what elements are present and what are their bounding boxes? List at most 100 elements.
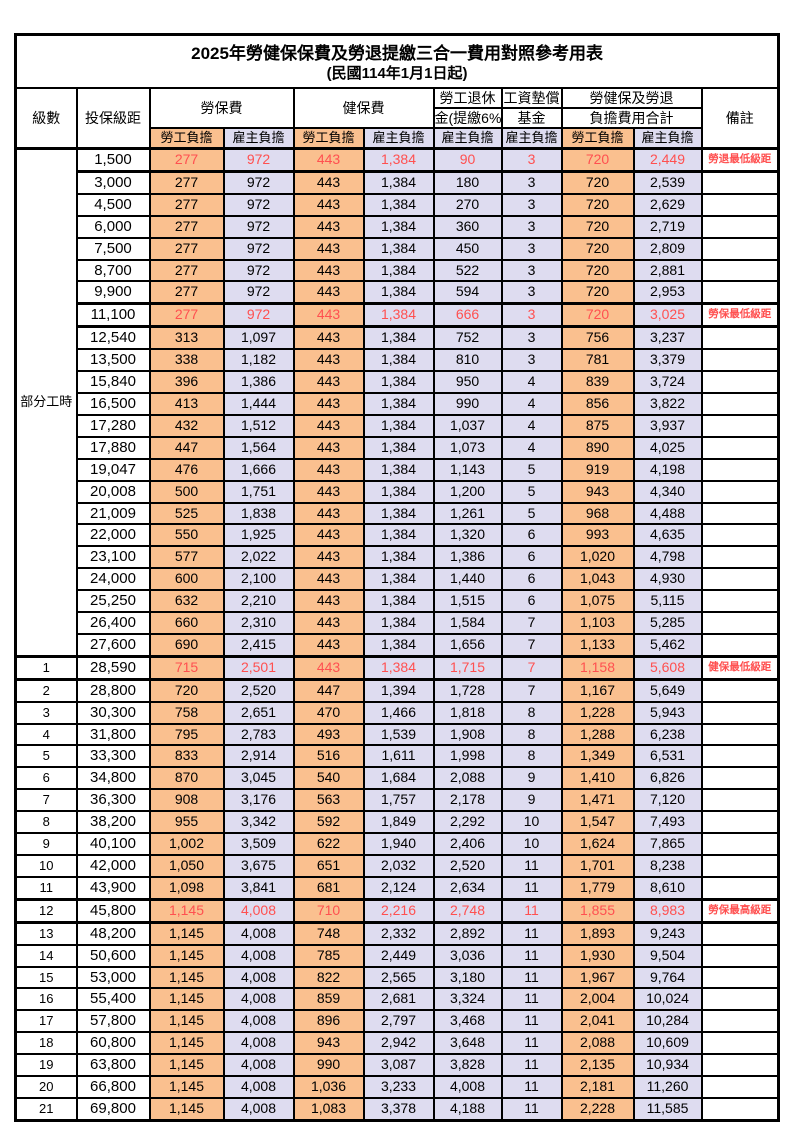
col-header-level: 級數 xyxy=(14,87,78,150)
table-row: 1 28,590 715 2,501 443 1,384 1,715 7 1,158 5,608 健… xyxy=(14,654,780,681)
bracket-cell: 26,400 xyxy=(75,611,151,635)
health-employer-cell: 1,384 xyxy=(362,325,435,351)
bracket-cell: 42,000 xyxy=(75,854,151,878)
level-cell: 1 xyxy=(14,654,78,681)
pension-employer-cell: 4,008 xyxy=(432,1075,503,1099)
health-employer-cell: 1,466 xyxy=(362,700,435,725)
wage-fund-cell: 11 xyxy=(500,1096,563,1122)
health-employer-cell: 1,611 xyxy=(362,744,435,769)
labor-employee-cell: 277 xyxy=(148,302,225,329)
labor-employee-cell: 277 xyxy=(148,214,225,239)
labor-employer-cell: 4,008 xyxy=(222,1096,295,1122)
total-employee-cell: 2,135 xyxy=(560,1053,635,1078)
labor-employer-cell: 4,008 xyxy=(222,1009,295,1034)
labor-employer-cell: 4,008 xyxy=(222,1053,295,1078)
table-row: 9,900 277 972 443 1,384 594 3 720 2,953 xyxy=(16,280,780,305)
health-employer-cell: 1,384 xyxy=(362,435,435,460)
pension-employer-cell: 1,998 xyxy=(432,744,503,769)
total-employee-cell: 993 xyxy=(560,523,635,548)
level-cell: 2 xyxy=(14,678,78,703)
pension-employer-cell: 2,088 xyxy=(432,766,503,791)
total-employee-cell: 720 xyxy=(560,192,635,217)
wage-fund-cell: 9 xyxy=(500,788,563,813)
labor-employee-cell: 577 xyxy=(148,545,225,570)
labor-employer-cell: 3,841 xyxy=(222,875,295,901)
pension-employer-cell: 2,292 xyxy=(432,810,503,835)
labor-employee-cell: 715 xyxy=(148,654,225,681)
remark-cell xyxy=(700,1075,780,1099)
health-employer-cell: 1,539 xyxy=(362,722,435,747)
bracket-cell: 50,600 xyxy=(75,943,151,968)
labor-employee-cell: 432 xyxy=(148,413,225,438)
health-employee-cell: 748 xyxy=(292,921,365,946)
premium-reference-table: 2025年勞健保保費及勞退提繳三合一費用對照參考用表 (民國114年1月1日起)… xyxy=(14,33,781,1122)
labor-employee-cell: 1,002 xyxy=(148,832,225,856)
table-row: 9 40,100 1,002 3,509 622 1,940 2,406 10 1,624 7,8… xyxy=(14,832,780,856)
col-header-labor-insurance: 勞保費 xyxy=(148,87,295,129)
health-employer-cell: 1,849 xyxy=(362,810,435,835)
bracket-cell: 57,800 xyxy=(75,1009,151,1034)
level-cell: 8 xyxy=(14,810,78,835)
remark-cell xyxy=(700,523,780,548)
remark-cell xyxy=(700,832,780,856)
table-row: 8 38,200 955 3,342 592 1,849 2,292 10 1,547 7,493 xyxy=(14,810,780,835)
labor-employee-cell: 1,145 xyxy=(148,943,225,968)
wage-fund-cell: 3 xyxy=(500,302,563,329)
health-employer-cell: 2,332 xyxy=(362,921,435,946)
pension-employer-cell: 1,037 xyxy=(432,413,503,438)
total-employer-cell: 4,930 xyxy=(632,567,703,592)
pension-employer-cell: 2,178 xyxy=(432,788,503,813)
health-employee-cell: 443 xyxy=(292,325,365,351)
labor-employer-cell: 2,415 xyxy=(222,632,295,658)
total-employee-cell: 875 xyxy=(560,413,635,438)
remark-cell xyxy=(700,236,780,261)
health-employee-cell: 443 xyxy=(292,214,365,239)
remark-cell xyxy=(700,875,780,901)
bracket-cell: 16,500 xyxy=(75,391,151,416)
pension-employer-cell: 3,828 xyxy=(432,1053,503,1078)
health-employee-cell: 443 xyxy=(292,192,365,217)
health-employer-cell: 1,384 xyxy=(362,236,435,261)
total-employer-cell: 6,238 xyxy=(632,722,703,747)
bracket-cell: 25,250 xyxy=(75,589,151,614)
health-employee-cell: 443 xyxy=(292,258,365,283)
wage-fund-cell: 3 xyxy=(500,258,563,283)
total-employee-cell: 1,967 xyxy=(560,965,635,990)
wage-fund-cell: 3 xyxy=(500,147,563,173)
bracket-cell: 63,800 xyxy=(75,1053,151,1078)
labor-employer-cell: 972 xyxy=(222,258,295,283)
labor-employer-cell: 1,925 xyxy=(222,523,295,548)
col-header-wage-fund-line1: 工資墊償 xyxy=(500,87,563,109)
total-employer-cell: 2,539 xyxy=(632,170,703,195)
bracket-cell: 28,800 xyxy=(75,678,151,703)
table-row: 25,250 632 2,210 443 1,384 1,515 6 1,075 5,115 xyxy=(16,589,780,614)
wage-fund-cell: 4 xyxy=(500,435,563,460)
pension-employer-cell: 2,406 xyxy=(432,832,503,856)
total-employer-cell: 7,493 xyxy=(632,810,703,835)
labor-employee-cell: 277 xyxy=(148,258,225,283)
labor-employee-cell: 1,145 xyxy=(148,1075,225,1099)
labor-employer-cell: 1,838 xyxy=(222,501,295,526)
pension-employer-cell: 1,200 xyxy=(432,479,503,504)
labor-employer-cell: 1,182 xyxy=(222,348,295,373)
remark-cell xyxy=(700,325,780,351)
pension-employer-cell: 1,143 xyxy=(432,457,503,482)
table-row: 11,100 277 972 443 1,384 666 3 720 3,025 勞保最低級距 xyxy=(16,302,780,329)
labor-employer-cell: 3,176 xyxy=(222,788,295,813)
pension-employer-cell: 1,073 xyxy=(432,435,503,460)
remark-cell xyxy=(700,943,780,968)
wage-fund-cell: 11 xyxy=(500,1075,563,1099)
total-employer-cell: 10,609 xyxy=(632,1031,703,1056)
total-employer-cell: 9,243 xyxy=(632,921,703,946)
total-employee-cell: 720 xyxy=(560,280,635,305)
level-cell: 5 xyxy=(14,744,78,769)
total-employee-cell: 781 xyxy=(560,348,635,373)
pension-employer-cell: 1,715 xyxy=(432,654,503,681)
labor-employee-cell: 413 xyxy=(148,391,225,416)
labor-employer-cell: 972 xyxy=(222,192,295,217)
total-employee-cell: 919 xyxy=(560,457,635,482)
bracket-cell: 48,200 xyxy=(75,921,151,946)
health-employee-cell: 443 xyxy=(292,348,365,373)
total-employee-cell: 2,004 xyxy=(560,987,635,1012)
bracket-cell: 4,500 xyxy=(75,192,151,217)
